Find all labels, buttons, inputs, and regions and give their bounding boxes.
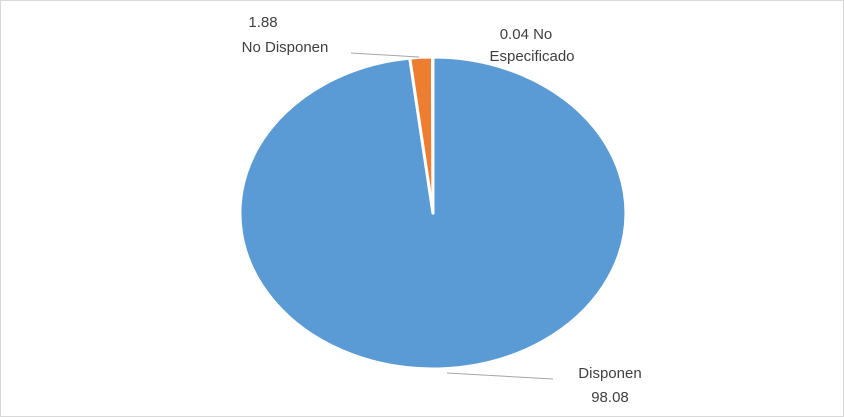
label-no-disponen-name: No Disponen bbox=[242, 39, 329, 56]
label-no-disponen-value: 1.88 bbox=[248, 14, 277, 31]
pie-slices bbox=[240, 57, 626, 369]
leader-line-no-disponen bbox=[351, 53, 419, 57]
label-disponen-value: 98.08 bbox=[591, 389, 629, 406]
label-disponen-name: Disponen bbox=[578, 365, 641, 382]
label-no-especificado-value-name: 0.04 No bbox=[500, 26, 553, 43]
leader-line-disponen bbox=[447, 373, 553, 379]
label-no-especificado-name: Especificado bbox=[489, 48, 574, 65]
